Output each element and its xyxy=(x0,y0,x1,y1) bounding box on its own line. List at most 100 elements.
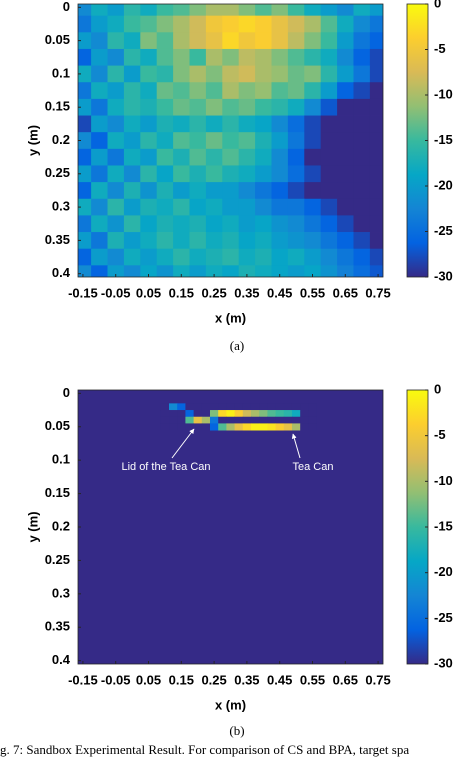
x-axis-label: x (m) xyxy=(215,697,246,712)
cell xyxy=(91,65,108,83)
cell xyxy=(107,232,125,250)
cell xyxy=(369,48,383,66)
cell xyxy=(173,98,190,116)
cell xyxy=(287,32,305,50)
x-tick-label: 0.15 xyxy=(169,672,194,687)
caption: (a) xyxy=(230,338,244,353)
cell xyxy=(287,65,305,83)
cell xyxy=(78,98,92,116)
cell xyxy=(255,82,272,100)
cell xyxy=(189,232,207,250)
cell xyxy=(205,15,223,33)
cell xyxy=(287,132,305,150)
annotations: Lid of the Tea Can Tea Can xyxy=(121,428,333,473)
cell xyxy=(238,182,256,200)
cell xyxy=(123,232,141,250)
cell xyxy=(234,410,244,418)
cell xyxy=(156,232,174,250)
cell xyxy=(140,165,158,183)
cell xyxy=(173,15,190,33)
y-tick-label: 0.2 xyxy=(52,132,70,147)
x-tick-label: 0.55 xyxy=(300,285,325,300)
cell xyxy=(185,403,195,411)
cell xyxy=(218,410,227,418)
x-tick-label: 0.45 xyxy=(267,285,292,300)
cell xyxy=(205,265,223,277)
cell xyxy=(337,248,354,266)
cell xyxy=(173,115,190,133)
arrow xyxy=(171,428,195,459)
cell xyxy=(238,132,256,150)
cell xyxy=(304,215,322,233)
cell xyxy=(287,265,305,277)
cell xyxy=(156,132,174,150)
y-tick-label: 0.35 xyxy=(45,232,70,247)
cell xyxy=(300,403,309,411)
cell xyxy=(107,15,125,33)
x-tick-label: -0.05 xyxy=(101,285,131,300)
cell xyxy=(107,65,125,83)
cell xyxy=(238,48,256,66)
cell xyxy=(255,115,272,133)
colorbar-tick-label: -15 xyxy=(434,518,453,533)
colorbar xyxy=(406,389,429,665)
cell xyxy=(271,165,289,183)
cell xyxy=(185,416,195,424)
colorbar-tick-label: 0 xyxy=(434,0,441,10)
cell xyxy=(226,410,235,418)
cell xyxy=(189,32,207,50)
cell xyxy=(255,32,272,50)
cell xyxy=(304,65,322,83)
cell xyxy=(320,15,338,33)
cell xyxy=(91,98,108,116)
cell xyxy=(189,65,207,83)
cell xyxy=(173,65,190,83)
cell xyxy=(173,248,190,266)
colorbar-tick-label: -5 xyxy=(434,427,446,442)
cell xyxy=(156,15,174,33)
colorbar-tick-label: -15 xyxy=(434,132,453,147)
cell xyxy=(250,423,260,431)
cell xyxy=(287,48,305,66)
cell xyxy=(238,198,256,216)
cell xyxy=(140,115,158,133)
cell xyxy=(238,232,256,250)
cell xyxy=(353,198,371,216)
cell xyxy=(156,32,174,50)
cell xyxy=(255,48,272,66)
cell xyxy=(304,198,322,216)
cell xyxy=(238,65,256,83)
cell xyxy=(140,215,158,233)
cell xyxy=(234,403,244,411)
cell xyxy=(242,403,252,411)
cell xyxy=(123,115,141,133)
cell xyxy=(369,132,383,150)
cell xyxy=(91,32,108,50)
cell xyxy=(218,403,227,411)
cell xyxy=(210,403,219,411)
cell xyxy=(275,410,285,418)
cell xyxy=(193,410,203,418)
cell xyxy=(222,248,240,266)
cell xyxy=(250,416,260,424)
cell xyxy=(242,416,252,424)
cell xyxy=(320,132,338,150)
cell xyxy=(123,165,141,183)
cell xyxy=(308,416,317,424)
cell xyxy=(189,48,207,66)
colorbar-tick-label: -30 xyxy=(434,655,453,670)
cell xyxy=(189,4,207,17)
cell xyxy=(169,403,178,411)
cell xyxy=(353,32,371,50)
cell xyxy=(320,248,338,266)
cell xyxy=(78,165,92,183)
cell xyxy=(369,65,383,83)
cell xyxy=(205,232,223,250)
cell xyxy=(320,82,338,100)
cell xyxy=(140,132,158,150)
cell xyxy=(156,215,174,233)
x-tick-label: -0.15 xyxy=(68,672,98,687)
cell xyxy=(210,423,219,431)
cell xyxy=(353,248,371,266)
cell xyxy=(91,248,108,266)
